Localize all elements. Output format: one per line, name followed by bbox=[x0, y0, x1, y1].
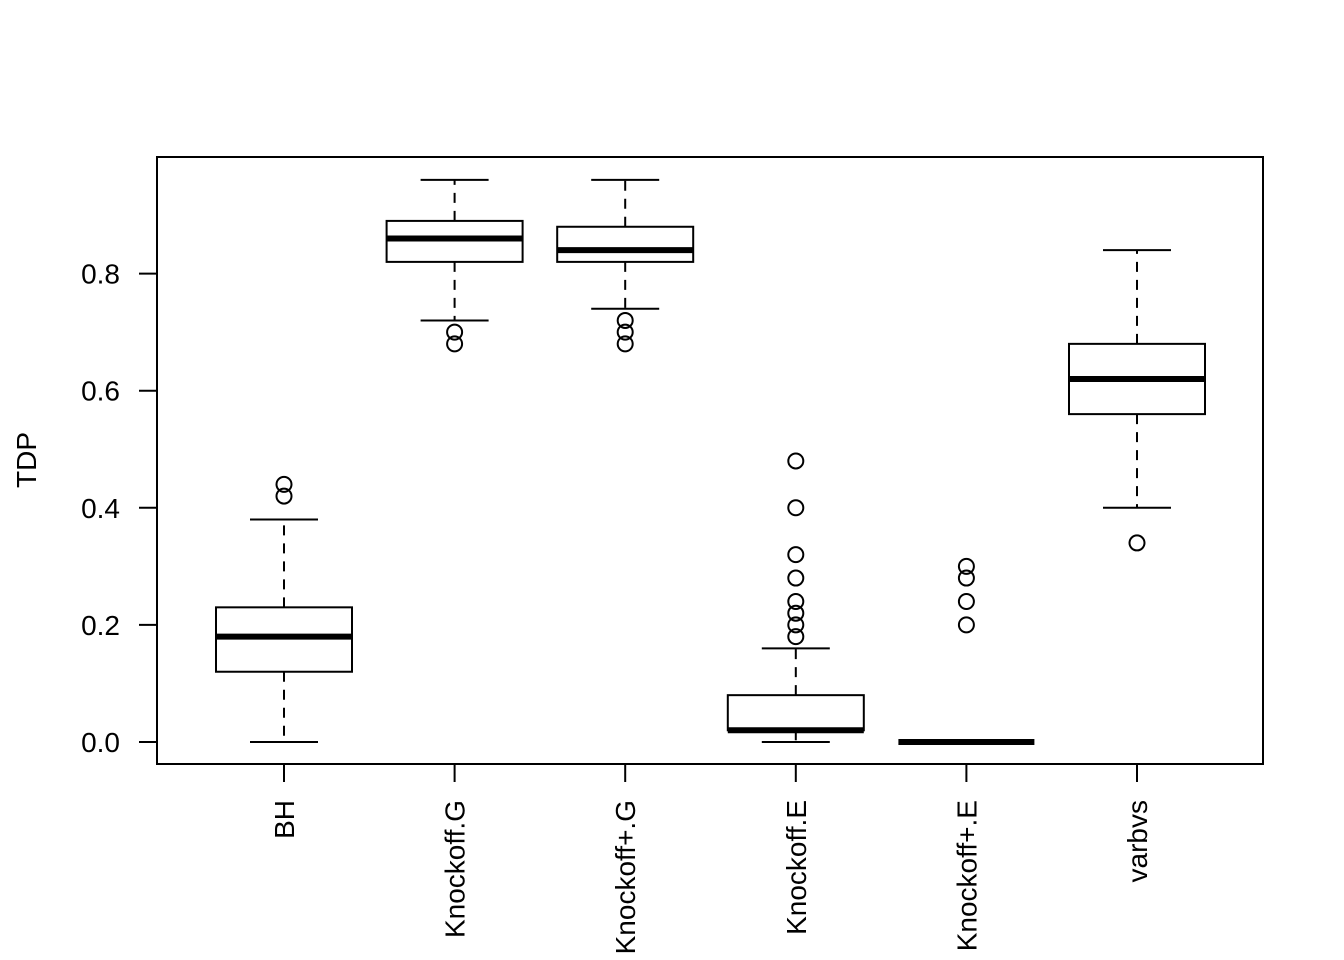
box-knockoff-e bbox=[726, 452, 865, 743]
y-tick-label: 0.0 bbox=[81, 727, 120, 758]
outlier-point bbox=[957, 557, 975, 575]
outlier-point bbox=[787, 616, 805, 634]
box-bh bbox=[215, 475, 353, 743]
box-group bbox=[215, 178, 1206, 745]
outlier-point bbox=[275, 487, 293, 505]
x-tick-label: Knockoff+.G bbox=[610, 800, 641, 954]
outlier-point bbox=[1128, 534, 1146, 552]
y-axis-label: TDP bbox=[11, 432, 42, 488]
box-knockoff-g bbox=[556, 178, 695, 353]
x-axis: BH Knockoff.G Knockoff+.G Knockoff.E Knockof… bbox=[269, 764, 1153, 954]
outlier-point bbox=[446, 335, 464, 353]
outlier-point bbox=[446, 323, 464, 341]
outlier-point bbox=[616, 335, 634, 353]
y-tick-label: 0.6 bbox=[81, 376, 120, 407]
box-varbvs bbox=[1068, 249, 1206, 552]
y-tick-label: 0.8 bbox=[81, 259, 120, 290]
outlier-point bbox=[787, 592, 805, 610]
outlier-point bbox=[787, 499, 805, 517]
plot-frame bbox=[156, 156, 1264, 765]
x-tick-label: Knockoff.E bbox=[781, 800, 812, 935]
outlier-point bbox=[957, 592, 975, 610]
outlier-point bbox=[787, 569, 805, 587]
outlier-point bbox=[957, 569, 975, 587]
x-tick-label: BH bbox=[269, 800, 300, 839]
iqr-box bbox=[726, 694, 865, 732]
x-tick-label: Knockoff.G bbox=[440, 800, 471, 938]
x-tick-label: varbvs bbox=[1122, 800, 1153, 882]
x-tick-label: Knockoff+.E bbox=[951, 800, 982, 951]
outlier-point bbox=[616, 323, 634, 341]
outlier-point bbox=[787, 604, 805, 622]
outlier-point bbox=[616, 311, 634, 329]
outlier-point bbox=[275, 475, 293, 493]
outlier-point bbox=[787, 452, 805, 470]
y-tick-label: 0.4 bbox=[81, 493, 120, 524]
box-knockoff-e bbox=[898, 557, 1035, 745]
iqr-box bbox=[556, 225, 695, 263]
y-tick-label: 0.2 bbox=[81, 610, 120, 641]
box-knockoff-g bbox=[385, 178, 524, 353]
y-axis: 0.0 0.2 0.4 0.6 0.8 bbox=[81, 259, 157, 758]
outlier-point bbox=[957, 616, 975, 634]
outlier-point bbox=[787, 628, 805, 646]
outlier-point bbox=[787, 546, 805, 564]
